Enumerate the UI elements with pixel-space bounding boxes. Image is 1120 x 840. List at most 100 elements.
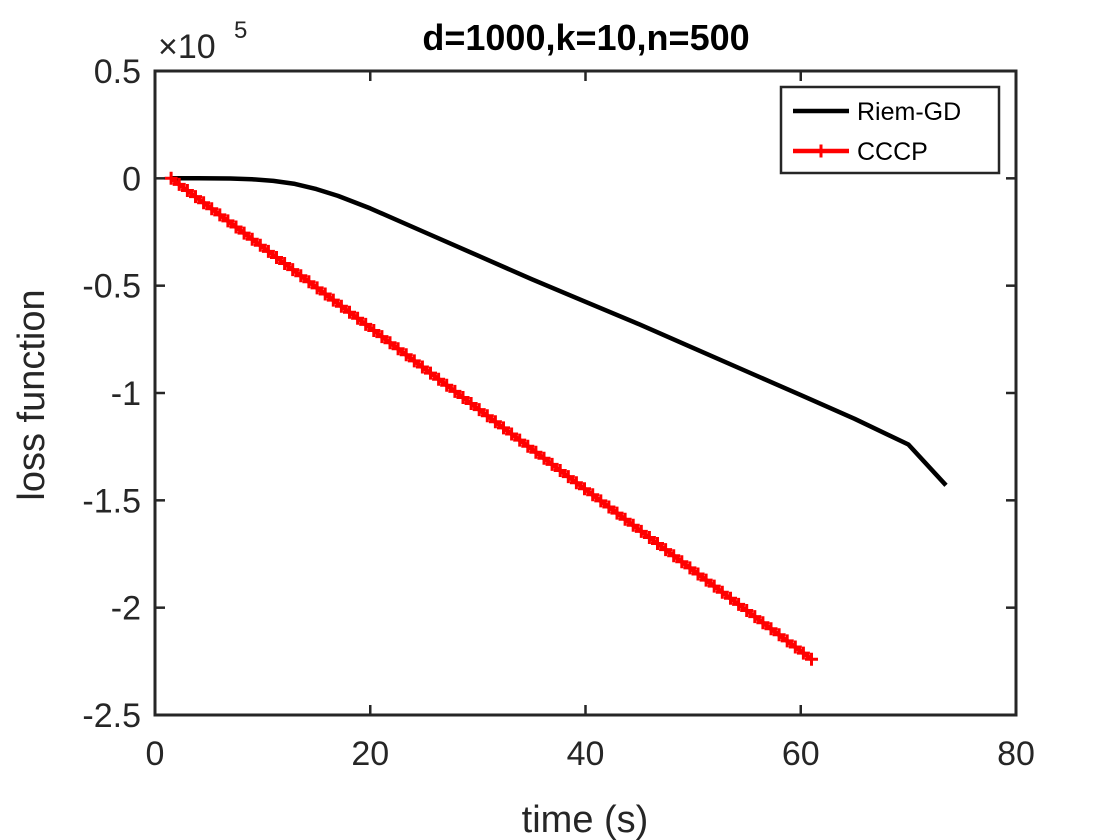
y-tick-label: -1.5 bbox=[82, 482, 141, 520]
series-marker-cccp bbox=[448, 384, 462, 398]
series-marker-cccp bbox=[432, 372, 446, 386]
series-marker-cccp bbox=[748, 610, 762, 624]
series-marker-cccp bbox=[391, 342, 405, 356]
series-marker-cccp bbox=[310, 281, 324, 295]
series-marker-cccp bbox=[586, 488, 600, 502]
series-marker-cccp bbox=[172, 177, 186, 191]
series-marker-cccp bbox=[407, 354, 421, 368]
series-marker-cccp bbox=[732, 597, 746, 611]
y-tick-label: -0.5 bbox=[82, 268, 141, 306]
x-axis-title: time (s) bbox=[522, 799, 649, 840]
x-tick-label: 20 bbox=[351, 735, 389, 773]
series-line-riem-gd bbox=[171, 176, 948, 487]
series-marker-cccp bbox=[578, 482, 591, 496]
series-marker-cccp bbox=[780, 634, 794, 648]
legend-item-riem-gd: Riem-GD bbox=[793, 98, 961, 126]
series-marker-cccp bbox=[764, 622, 778, 636]
series-marker-cccp bbox=[805, 652, 818, 666]
plot-background bbox=[155, 71, 1016, 715]
y-tick-label: -2.5 bbox=[82, 697, 141, 735]
series-marker-cccp bbox=[278, 257, 292, 270]
series-marker-cccp bbox=[253, 238, 267, 252]
series-marker-cccp bbox=[715, 585, 729, 599]
series-marker-cccp bbox=[237, 226, 251, 240]
series-marker-cccp bbox=[642, 531, 656, 544]
legend-box bbox=[779, 85, 1001, 175]
series-marker-cccp bbox=[351, 311, 365, 325]
series-marker-cccp bbox=[618, 512, 632, 526]
chart-title: d=1000,k=10,n=500 bbox=[422, 17, 749, 58]
series-marker-cccp bbox=[367, 324, 381, 337]
series-marker-cccp bbox=[205, 202, 219, 216]
x-tick-label: 40 bbox=[567, 735, 605, 773]
ticks-layer: 0 20 40 60 80 0.5 0 -0.5 -1 -1.5 -2 -2.5 bbox=[82, 53, 1035, 773]
series-marker-cccp bbox=[359, 317, 373, 331]
series-marker-cccp bbox=[383, 336, 397, 350]
series-marker-cccp bbox=[456, 391, 470, 404]
series-marker-cccp bbox=[659, 543, 673, 557]
y-tick-label: 0.5 bbox=[94, 53, 141, 91]
y-exponent-base: ×10 bbox=[158, 28, 216, 66]
series-marker-cccp bbox=[740, 604, 754, 617]
y-axis-title: loss function bbox=[11, 289, 53, 500]
series-marker-cccp bbox=[553, 464, 567, 477]
series-marker-cccp bbox=[651, 537, 664, 550]
series-riem-gd bbox=[171, 176, 948, 487]
series-marker-cccp bbox=[472, 403, 486, 417]
series-marker-cccp bbox=[334, 299, 348, 313]
series-marker-cccp bbox=[375, 330, 389, 344]
legend-label-riem-gd: Riem-GD bbox=[857, 98, 961, 126]
series-marker-cccp bbox=[464, 397, 478, 410]
legend-label-cccp: CCCP bbox=[857, 138, 928, 166]
series-marker-cccp bbox=[480, 409, 494, 423]
y-tick-label: -1 bbox=[111, 375, 141, 413]
series-marker-cccp bbox=[707, 579, 721, 593]
y-tick-label: -2 bbox=[111, 590, 141, 628]
series-marker-cccp bbox=[415, 360, 429, 374]
series-marker-cccp bbox=[497, 421, 510, 435]
x-tick-label: 80 bbox=[997, 735, 1035, 773]
series-cccp bbox=[164, 171, 818, 666]
series-marker-cccp bbox=[261, 244, 275, 258]
series-marker-cccp bbox=[699, 573, 713, 587]
series-marker-cccp bbox=[213, 208, 227, 222]
series-marker-cccp bbox=[561, 470, 575, 484]
series-marker-cccp bbox=[610, 506, 624, 520]
series-marker-cccp bbox=[343, 305, 356, 319]
series-marker-cccp bbox=[634, 524, 648, 538]
x-tick-label: 60 bbox=[782, 735, 820, 773]
series-marker-cccp bbox=[537, 451, 551, 465]
y-exponent-power: 5 bbox=[234, 17, 247, 44]
series-marker-cccp bbox=[197, 196, 211, 210]
legend: Riem-GD CCCP bbox=[779, 85, 1001, 175]
series-marker-cccp bbox=[505, 427, 519, 441]
series-marker-cccp bbox=[683, 561, 697, 575]
series-marker-cccp bbox=[772, 628, 786, 642]
series-marker-cccp bbox=[245, 232, 259, 246]
series-marker-cccp bbox=[399, 348, 413, 362]
series-marker-cccp bbox=[221, 214, 235, 228]
series-marker-cccp bbox=[602, 500, 616, 514]
legend-marker-cccp bbox=[814, 144, 828, 158]
series-marker-cccp bbox=[286, 263, 300, 277]
series-marker-cccp bbox=[626, 518, 640, 532]
legend-item-cccp: CCCP bbox=[793, 138, 928, 166]
series-marker-cccp bbox=[440, 378, 454, 392]
plot-area bbox=[155, 71, 1016, 715]
series-marker-cccp bbox=[424, 366, 437, 380]
series-marker-cccp bbox=[488, 415, 502, 429]
series-marker-cccp bbox=[521, 439, 535, 453]
series-marker-cccp bbox=[594, 494, 608, 508]
series-marker-cccp bbox=[180, 184, 194, 197]
series-marker-cccp bbox=[294, 269, 308, 283]
series-marker-cccp bbox=[189, 190, 202, 204]
series-marker-cccp bbox=[667, 549, 681, 563]
series-marker-cccp bbox=[270, 251, 283, 264]
series-marker-cccp bbox=[302, 275, 316, 289]
series-marker-cccp bbox=[326, 293, 340, 307]
series-marker-cccp bbox=[318, 287, 332, 301]
series-marker-cccp bbox=[796, 646, 810, 660]
series-marker-cccp bbox=[569, 476, 583, 490]
series-marker-cccp bbox=[164, 171, 178, 185]
